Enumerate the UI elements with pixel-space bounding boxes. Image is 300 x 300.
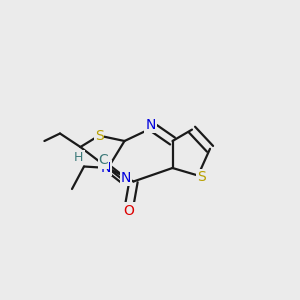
Text: C: C — [99, 154, 108, 167]
Text: N: N — [146, 118, 156, 132]
Text: N: N — [100, 161, 111, 175]
Text: O: O — [124, 204, 134, 218]
Text: N: N — [121, 171, 131, 185]
Text: H: H — [74, 151, 84, 164]
Text: S: S — [197, 170, 206, 184]
Text: S: S — [94, 129, 103, 142]
